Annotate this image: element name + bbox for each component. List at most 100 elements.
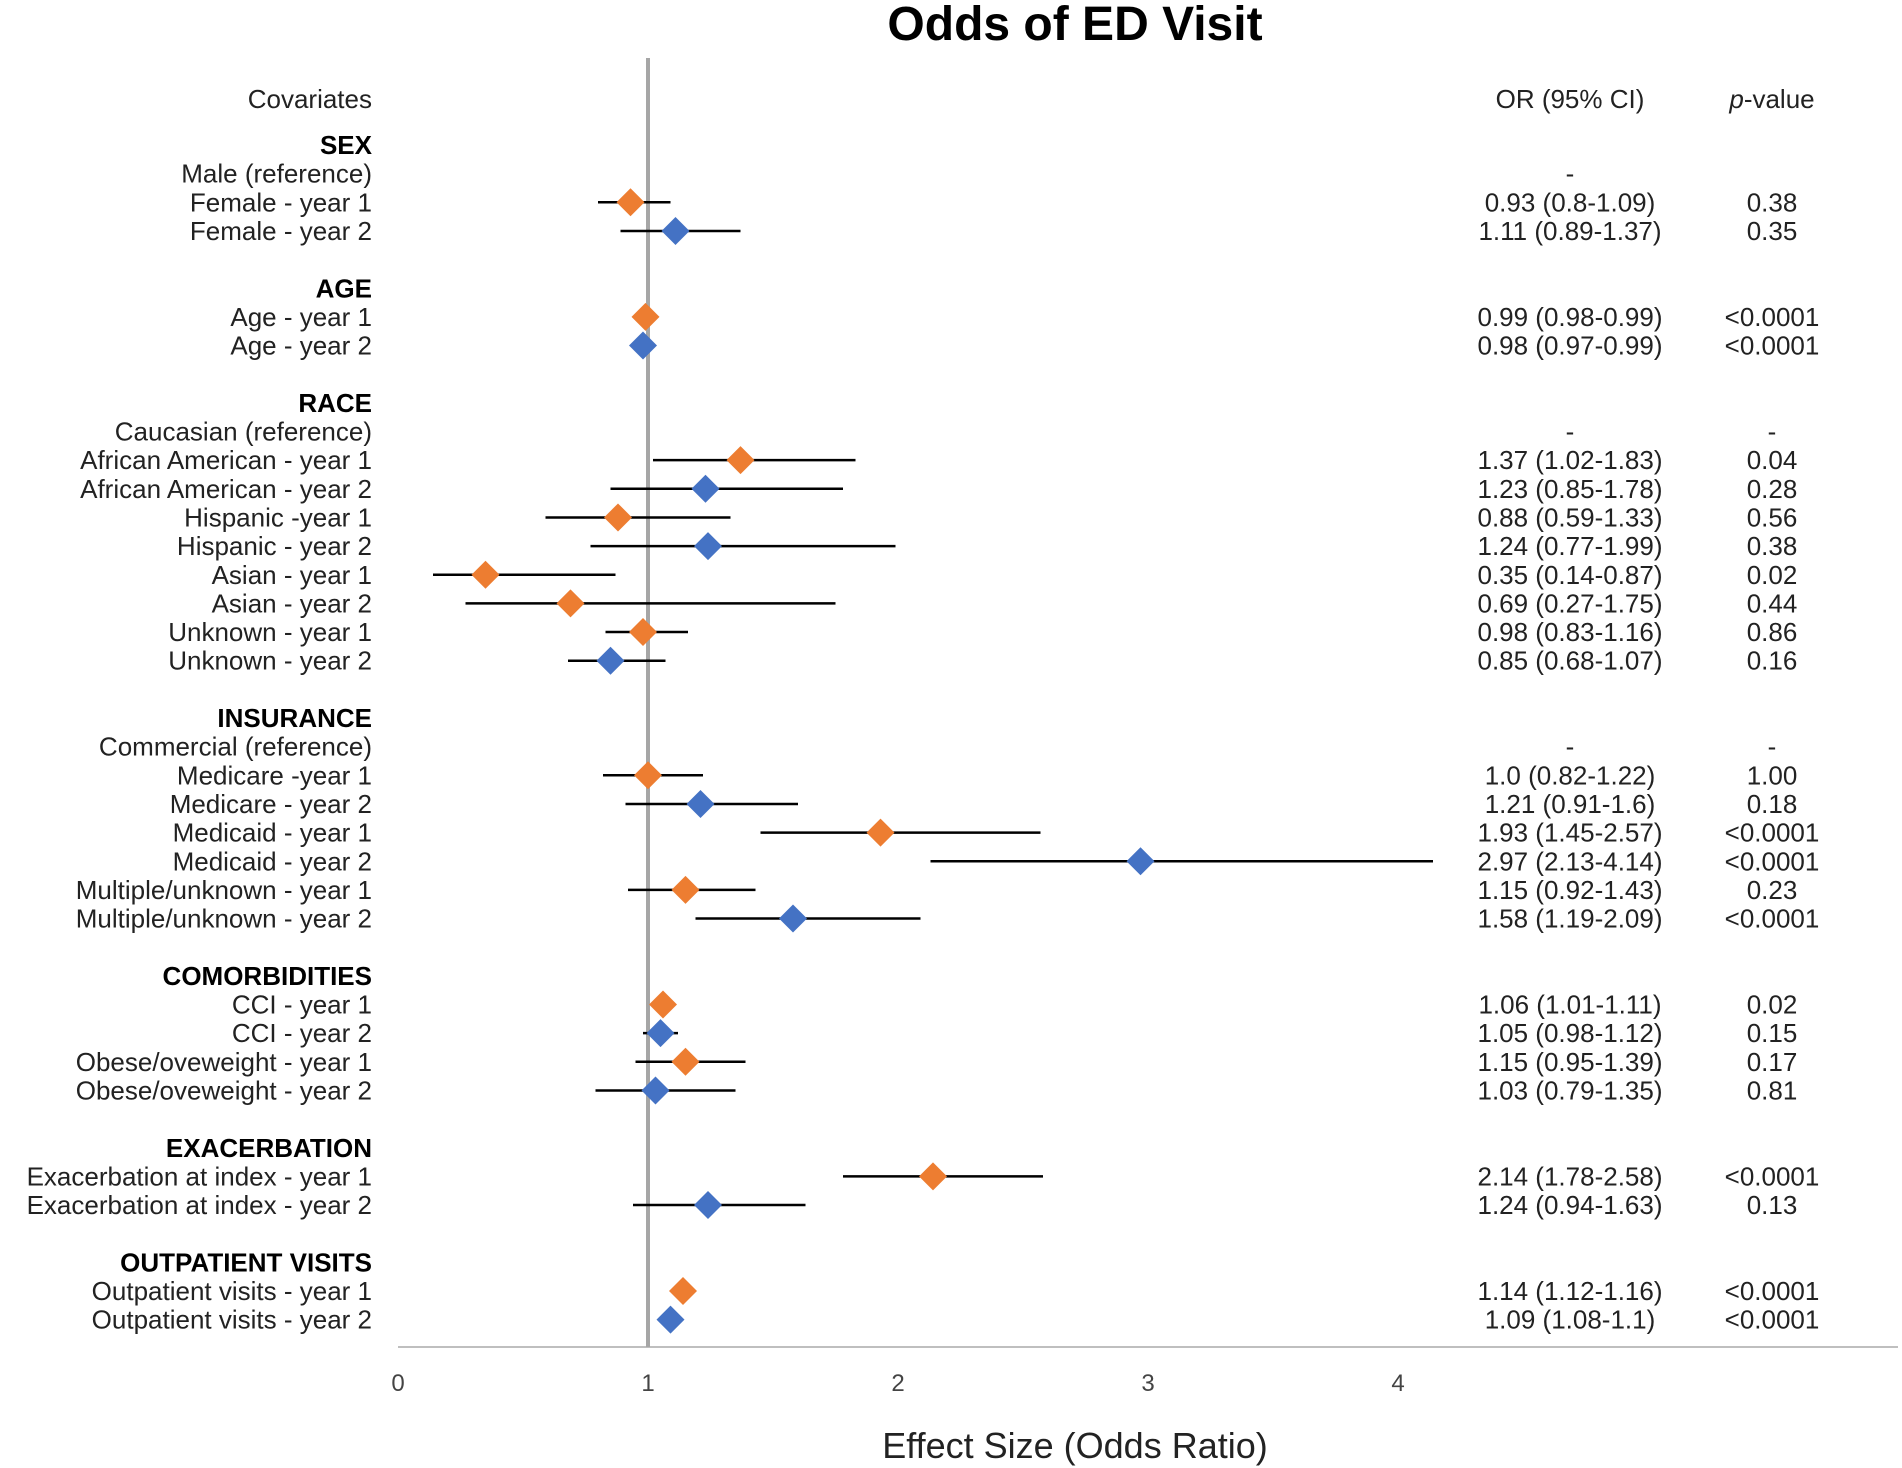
- or-ci-value: 1.15 (0.92-1.43): [1477, 875, 1662, 905]
- p-value: 0.86: [1747, 617, 1798, 647]
- or-ci-value: 2.14 (1.78-2.58): [1477, 1161, 1662, 1191]
- covariate-label: Multiple/unknown - year 1: [76, 875, 372, 905]
- point-marker-year-1: [471, 560, 500, 589]
- or-ci-value: 0.85 (0.68-1.07): [1477, 646, 1662, 676]
- row-exacerbation-at-index-year-2: Exacerbation at index - year 2 1.24 (0.94…: [27, 1190, 1798, 1220]
- point-marker-year-1: [649, 990, 677, 1019]
- point-marker-year-1: [671, 875, 700, 904]
- point-marker-year-1: [631, 302, 660, 331]
- point-marker-year-1: [669, 1277, 697, 1305]
- row-medicaid-year-1: Medicaid - year 1 1.93 (1.45-2.57) <0.0001: [173, 818, 1820, 848]
- p-value: 0.81: [1747, 1075, 1798, 1105]
- x-tick-label: 4: [1391, 1370, 1404, 1397]
- point-marker-year-2: [779, 904, 807, 933]
- covariate-label: Age - year 2: [230, 331, 372, 361]
- section-header: EXACERBATION: [166, 1133, 372, 1163]
- p-value: <0.0001: [1725, 1276, 1820, 1306]
- or-ci-value: 1.58 (1.19-2.09): [1477, 904, 1662, 934]
- or-ci-value: 0.69 (0.27-1.75): [1477, 588, 1662, 618]
- or-ci-value: 1.14 (1.12-1.16): [1477, 1276, 1662, 1306]
- row-caucasian-reference: Caucasian (reference) - -: [115, 417, 1777, 447]
- x-tick-label: 0: [391, 1370, 404, 1397]
- point-marker-year-2: [641, 1076, 670, 1105]
- p-value: 0.18: [1747, 789, 1798, 819]
- row-female-year-1: Female - year 1 0.93 (0.8-1.09) 0.38: [190, 187, 1797, 217]
- point-marker-year-2: [686, 789, 715, 818]
- point-marker-year-1: [634, 761, 662, 790]
- x-tick-label: 3: [1141, 1370, 1154, 1397]
- or-ci-value: 0.35 (0.14-0.87): [1477, 560, 1662, 590]
- or-ci-value: 1.23 (0.85-1.78): [1477, 474, 1662, 504]
- row-outpatient-visits-year-1: Outpatient visits - year 1 1.14 (1.12-1.1…: [92, 1276, 1820, 1306]
- or-ci-value: 1.11 (0.89-1.37): [1478, 216, 1661, 246]
- p-value-header-italic: p: [1728, 84, 1743, 114]
- row-unknown-year-1: Unknown - year 1 0.98 (0.83-1.16) 0.86: [168, 617, 1797, 647]
- x-tick-label: 1: [641, 1370, 654, 1397]
- p-value: 0.02: [1747, 560, 1798, 590]
- row-african-american-year-1: African American - year 1 1.37 (1.02-1.83…: [80, 445, 1797, 475]
- p-value: 0.04: [1747, 445, 1798, 475]
- p-value-header: p-value: [1728, 84, 1814, 114]
- section-header: SEX: [320, 130, 373, 160]
- row-asian-year-2: Asian - year 2 0.69 (0.27-1.75) 0.44: [212, 588, 1798, 618]
- point-marker-year-1: [616, 188, 645, 217]
- or-ci-value: 1.93 (1.45-2.57): [1477, 818, 1662, 848]
- covariate-label: CCI - year 2: [232, 1018, 372, 1048]
- row-cci-year-1: CCI - year 1 1.06 (1.01-1.11) 0.02: [232, 990, 1797, 1020]
- section-outpatient-visits: OUTPATIENT VISITS: [120, 1247, 372, 1277]
- covariate-label: Female - year 1: [190, 187, 372, 217]
- section-header: OUTPATIENT VISITS: [120, 1247, 372, 1277]
- section-exacerbation: EXACERBATION: [166, 1133, 372, 1163]
- x-axis-label: Effect Size (Odds Ratio): [882, 1425, 1268, 1466]
- or-ci-value: 1.21 (0.91-1.6): [1485, 789, 1656, 819]
- or-ci-value: 1.24 (0.94-1.63): [1477, 1190, 1662, 1220]
- point-marker-year-2: [646, 1019, 675, 1048]
- row-exacerbation-at-index-year-1: Exacerbation at index - year 1 2.14 (1.78…: [27, 1161, 1820, 1191]
- covariate-label: Exacerbation at index - year 1: [27, 1161, 372, 1191]
- or-ci-value: 1.37 (1.02-1.83): [1477, 445, 1662, 475]
- p-value: 0.44: [1747, 588, 1798, 618]
- p-value: <0.0001: [1725, 1161, 1820, 1191]
- section-comorbidities: COMORBIDITIES: [163, 961, 372, 991]
- point-marker-year-2: [629, 331, 657, 360]
- section-insurance: INSURANCE: [217, 703, 372, 733]
- section-header: AGE: [316, 273, 372, 303]
- or-ci-value: -: [1566, 732, 1575, 762]
- or-ci-value: 1.09 (1.08-1.1): [1485, 1305, 1656, 1335]
- row-female-year-2: Female - year 2 1.11 (0.89-1.37) 0.35: [190, 216, 1797, 246]
- point-marker-year-2: [1126, 847, 1155, 876]
- point-marker-year-2: [656, 1305, 685, 1334]
- p-value-header-suffix: -value: [1744, 84, 1815, 114]
- or-ci-value: 0.88 (0.59-1.33): [1477, 502, 1662, 532]
- section-age: AGE: [316, 273, 372, 303]
- or-ci-value: 1.24 (0.77-1.99): [1477, 531, 1662, 561]
- section-race: RACE: [298, 388, 372, 418]
- or-ci-value: 0.99 (0.98-0.99): [1477, 302, 1662, 332]
- or-ci-header: OR (95% CI): [1496, 84, 1645, 114]
- p-value: 1.00: [1747, 760, 1798, 790]
- or-ci-value: 1.06 (1.01-1.11): [1478, 990, 1661, 1020]
- covariate-label: Medicare -year 1: [177, 760, 372, 790]
- covariate-label: Medicaid - year 1: [173, 818, 372, 848]
- covariate-label: Medicaid - year 2: [173, 846, 372, 876]
- row-male-reference: Male (reference) -: [181, 159, 1574, 189]
- covariate-label: CCI - year 1: [232, 990, 372, 1020]
- row-multiple-unknown-year-1: Multiple/unknown - year 1 1.15 (0.92-1.43…: [76, 875, 1798, 905]
- covariate-label: African American - year 2: [80, 474, 372, 504]
- p-value: 0.56: [1747, 502, 1798, 532]
- row-hispanic-year-1: Hispanic -year 1 0.88 (0.59-1.33) 0.56: [184, 502, 1797, 532]
- row-asian-year-1: Asian - year 1 0.35 (0.14-0.87) 0.02: [212, 560, 1798, 590]
- p-value: <0.0001: [1725, 1305, 1820, 1335]
- point-marker-year-2: [691, 474, 720, 503]
- row-african-american-year-2: African American - year 2 1.23 (0.85-1.78…: [80, 474, 1797, 504]
- covariate-label: Outpatient visits - year 1: [92, 1276, 372, 1306]
- row-multiple-unknown-year-2: Multiple/unknown - year 2 1.58 (1.19-2.09…: [76, 904, 1820, 934]
- covariate-label: Female - year 2: [190, 216, 372, 246]
- point-marker-year-1: [629, 618, 657, 647]
- p-value: -: [1768, 732, 1777, 762]
- section-sex: SEX: [320, 130, 373, 160]
- or-ci-value: 1.03 (0.79-1.35): [1477, 1075, 1662, 1105]
- p-value: -: [1768, 417, 1777, 447]
